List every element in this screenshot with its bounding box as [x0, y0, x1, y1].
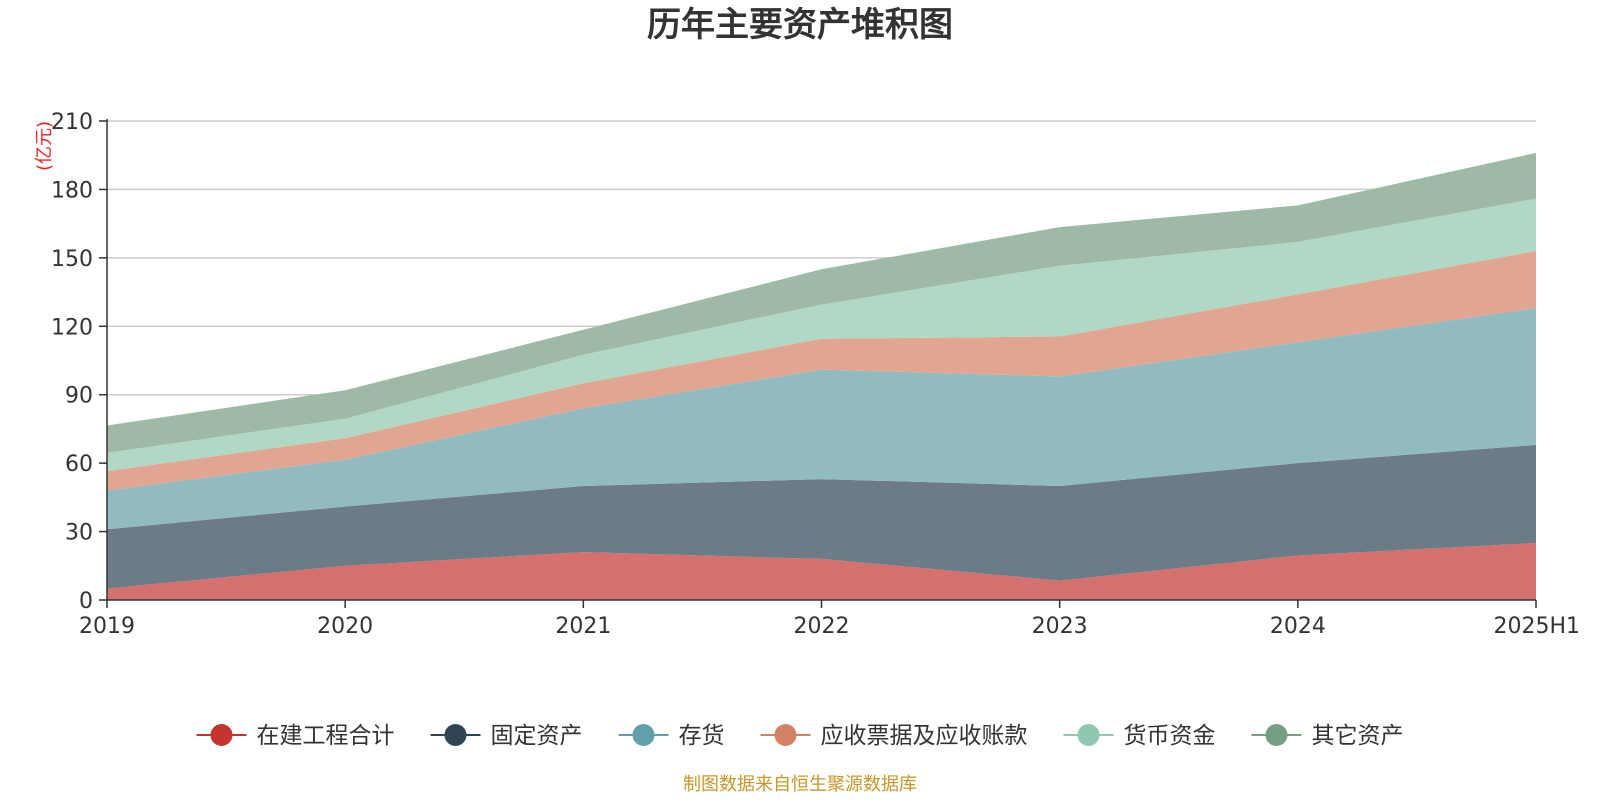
legend-label: 在建工程合计	[257, 723, 395, 749]
y-tick-label: 210	[51, 110, 93, 135]
y-tick-label: 180	[51, 178, 93, 203]
x-tick-label: 2019	[79, 614, 135, 639]
x-tick-label: 2022	[794, 614, 850, 639]
legend-label: 货币资金	[1124, 723, 1216, 749]
legend-circle-marker	[210, 724, 233, 746]
legend-label: 其它资产	[1312, 723, 1404, 749]
area-series-1	[107, 444, 1536, 589]
legend-label: 固定资产	[491, 723, 583, 749]
area-series-0	[107, 543, 1536, 600]
chart-title: 历年主要资产堆积图	[647, 5, 953, 45]
legend-item-4[interactable]: 货币资金	[1063, 723, 1216, 749]
area-series-4	[107, 198, 1536, 472]
area-series-group	[107, 152, 1536, 600]
x-tick-label: 2021	[555, 614, 611, 639]
legend-circle-marker	[1077, 724, 1100, 746]
area-series-3	[107, 251, 1536, 491]
legend-circle-marker	[1265, 724, 1288, 746]
data-source-note: 制图数据来自恒生聚源数据库	[683, 774, 917, 795]
x-tick-label: 2024	[1270, 614, 1326, 639]
y-tick-label: 60	[65, 452, 93, 477]
legend-item-5[interactable]: 其它资产	[1251, 723, 1404, 749]
area-series-5	[107, 152, 1536, 453]
legend-label: 存货	[679, 723, 725, 749]
y-tick-label: 90	[65, 384, 93, 409]
legend-label: 应收票据及应收账款	[821, 723, 1028, 749]
legend-item-1[interactable]: 固定资产	[430, 723, 583, 749]
x-tick-label: 2025H1	[1493, 614, 1580, 639]
legend-circle-marker	[774, 724, 797, 746]
y-tick-label: 0	[79, 589, 93, 614]
y-tick-label: 150	[51, 247, 93, 272]
legend-circle-marker	[444, 724, 467, 746]
legend-item-3[interactable]: 应收票据及应收账款	[760, 723, 1028, 749]
legend-item-2[interactable]: 存货	[618, 723, 725, 749]
y-tick-label: 30	[65, 521, 93, 546]
area-series-2	[107, 308, 1536, 530]
x-tick-label: 2020	[317, 614, 373, 639]
legend-circle-marker	[632, 724, 655, 746]
x-tick-label: 2023	[1032, 614, 1088, 639]
axes: 0 30 60 90 120 150 180 210 2019 2020 2021 2022 2023 2…	[51, 110, 1580, 639]
y-axis-unit-label: (亿元)	[34, 121, 55, 171]
y-tick-label: 120	[51, 315, 93, 340]
legend: 在建工程合计 固定资产 存货 应收票据及应收账款 货币资金 其它资产	[196, 723, 1404, 749]
legend-item-0[interactable]: 在建工程合计	[196, 723, 395, 749]
